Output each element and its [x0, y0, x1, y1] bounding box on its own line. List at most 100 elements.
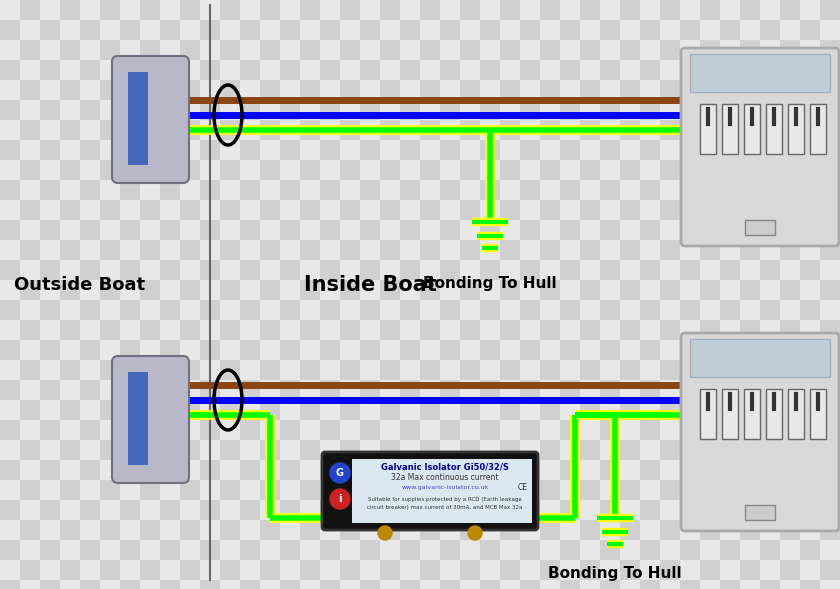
Bar	[400, 120, 420, 140]
Bar	[100, 120, 120, 140]
Bar	[740, 60, 760, 80]
Bar	[180, 580, 200, 589]
Bar	[280, 360, 300, 380]
Bar	[620, 120, 640, 140]
Bar	[300, 40, 320, 60]
Bar	[0, 560, 20, 580]
Bar	[460, 440, 480, 460]
Bar	[460, 580, 480, 589]
Bar	[640, 40, 660, 60]
Bar	[560, 300, 580, 320]
Bar	[540, 360, 560, 380]
Bar	[780, 500, 800, 520]
Bar	[280, 140, 300, 160]
Bar	[700, 540, 720, 560]
Bar	[680, 100, 700, 120]
Bar	[420, 340, 440, 360]
Bar	[360, 40, 380, 60]
Bar	[600, 380, 620, 400]
Bar	[140, 220, 160, 240]
Bar	[820, 20, 840, 40]
Bar	[240, 20, 260, 40]
Bar	[760, 520, 780, 540]
Bar	[360, 200, 380, 220]
Bar	[740, 320, 760, 340]
Bar	[700, 260, 720, 280]
Bar	[600, 360, 620, 380]
Bar	[60, 260, 80, 280]
Bar	[60, 180, 80, 200]
Bar	[740, 280, 760, 300]
Bar	[120, 260, 140, 280]
Bar	[620, 60, 640, 80]
Bar	[80, 240, 100, 260]
Text: i: i	[339, 494, 342, 504]
Bar	[540, 180, 560, 200]
Bar	[620, 200, 640, 220]
Bar	[80, 140, 100, 160]
Bar	[740, 420, 760, 440]
Bar	[540, 380, 560, 400]
Bar	[300, 360, 320, 380]
Bar	[60, 480, 80, 500]
Bar	[560, 400, 580, 420]
Bar	[280, 20, 300, 40]
Bar	[600, 320, 620, 340]
Bar	[100, 300, 120, 320]
Bar	[400, 100, 420, 120]
Bar	[340, 140, 360, 160]
Bar	[780, 440, 800, 460]
Bar	[480, 80, 500, 100]
Bar	[320, 300, 340, 320]
Bar	[720, 380, 740, 400]
Bar	[160, 420, 180, 440]
Bar	[160, 200, 180, 220]
Bar	[440, 560, 460, 580]
Bar	[40, 40, 60, 60]
Bar	[800, 440, 820, 460]
Bar	[660, 140, 680, 160]
Bar	[160, 180, 180, 200]
Bar	[520, 240, 540, 260]
Bar	[500, 60, 520, 80]
Bar	[100, 180, 120, 200]
Bar	[200, 580, 220, 589]
Bar	[560, 520, 580, 540]
Bar	[620, 460, 640, 480]
Bar	[440, 480, 460, 500]
Bar	[220, 120, 240, 140]
Bar	[80, 120, 100, 140]
Bar	[560, 280, 580, 300]
Bar	[380, 380, 400, 400]
Bar	[766, 104, 782, 154]
Bar	[60, 540, 80, 560]
Bar	[460, 520, 480, 540]
Bar	[722, 389, 738, 439]
Bar	[660, 100, 680, 120]
Bar	[0, 120, 20, 140]
Bar	[480, 140, 500, 160]
Bar	[40, 560, 60, 580]
Bar	[680, 40, 700, 60]
Bar	[200, 220, 220, 240]
Bar	[800, 240, 820, 260]
Bar	[745, 220, 775, 235]
Bar	[700, 560, 720, 580]
Bar	[760, 580, 780, 589]
Bar	[100, 500, 120, 520]
Bar	[60, 360, 80, 380]
Bar	[640, 220, 660, 240]
Bar	[60, 80, 80, 100]
Bar	[400, 340, 420, 360]
Bar	[300, 480, 320, 500]
Bar	[160, 500, 180, 520]
Bar	[340, 100, 360, 120]
Text: Outside Boat: Outside Boat	[14, 276, 145, 294]
Bar	[780, 460, 800, 480]
Bar	[700, 280, 720, 300]
Bar	[480, 120, 500, 140]
Bar	[220, 40, 240, 60]
Bar	[560, 0, 580, 20]
Bar	[240, 80, 260, 100]
Bar	[180, 80, 200, 100]
